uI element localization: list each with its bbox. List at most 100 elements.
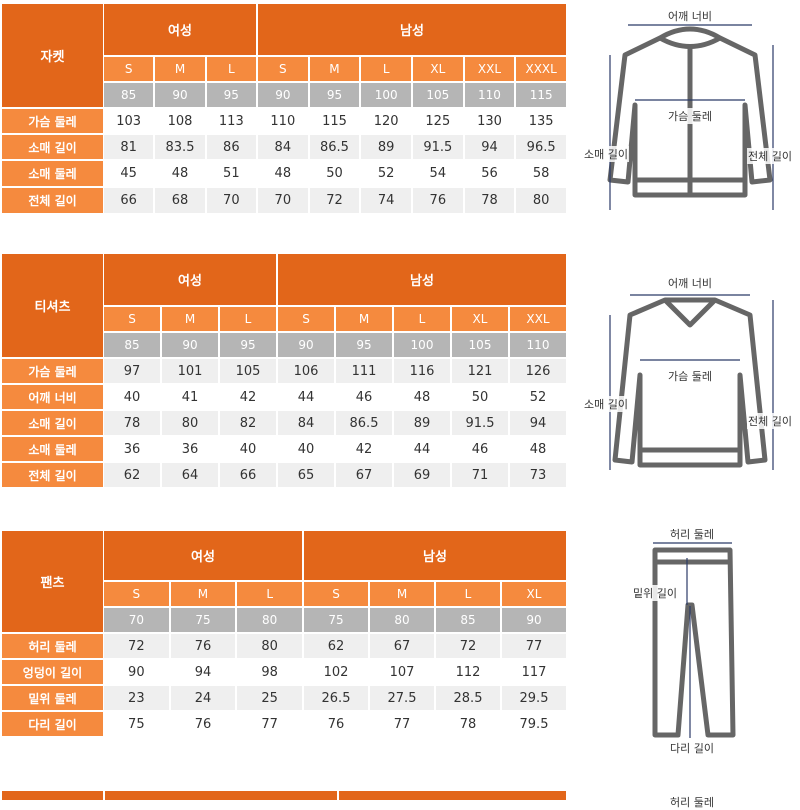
measurement-cell: 117 xyxy=(521,664,547,680)
tshirt-size-table: 티셔츠 여성 남성 S 85 M 90 L 95 S 90 M 95 L 100 XL 105 XXL 110 가슴 … xyxy=(2,254,566,489)
measurement-cell: 82 xyxy=(220,411,276,435)
size-number: 95 xyxy=(309,83,360,107)
measurement-cell: 89 xyxy=(394,411,450,435)
measurement-cell: 29.5 xyxy=(502,686,566,710)
measurement-cell: 68 xyxy=(155,188,205,213)
measurement-cell: 91.5 xyxy=(452,411,508,435)
measurement-cell: 89 xyxy=(361,135,411,159)
jacket-size-table: 자켓 여성 남성 S 85 M 90 L 95 S 90 M 95 L 100 XL 105 XXL 110 XXXL… xyxy=(2,4,566,215)
size-number: 75 xyxy=(170,608,236,632)
measurement-cell: 73 xyxy=(510,463,566,487)
size-number: 75 xyxy=(304,608,368,632)
measurement-cell: 108 xyxy=(167,113,193,129)
next-diagram-partial-label: 허리 둘레 xyxy=(669,794,715,810)
measurement-cell: 46 xyxy=(355,389,373,405)
jacket-shoulder-label: 어깨 너비 xyxy=(667,8,713,24)
group-header-men: 남성 xyxy=(278,254,566,305)
measurement-cell: 105 xyxy=(220,359,276,383)
jacket-diagram: 어깨 너비 가슴 둘레 소매 길이 전체 길이 xyxy=(580,0,800,220)
measurement-cell: 72 xyxy=(309,188,360,213)
measurement-cell: 115 xyxy=(322,113,347,129)
measurement-cell: 78 xyxy=(459,716,477,732)
measurement-cell: 107 xyxy=(389,664,415,680)
measurement-cell: 110 xyxy=(270,113,296,129)
row-label: 소매 길이 xyxy=(2,411,103,435)
measurement-cell: 40 xyxy=(297,441,315,457)
row-label: 가슴 둘레 xyxy=(2,359,103,383)
measurement-cell: 62 xyxy=(304,634,368,658)
measurement-cell: 121 xyxy=(452,359,508,383)
row-label: 전체 길이 xyxy=(2,463,103,487)
measurement-cell: 69 xyxy=(394,463,450,487)
measurement-cell: 71 xyxy=(452,463,508,487)
measurement-cell: 86.5 xyxy=(336,411,392,435)
measurement-cell: 70 xyxy=(206,188,256,213)
size-label: M xyxy=(370,582,434,606)
measurement-cell: 50 xyxy=(471,389,489,405)
group-header-men: 남성 xyxy=(304,531,566,580)
measurement-cell: 40 xyxy=(239,441,257,457)
pants-illustration xyxy=(652,542,736,738)
measurement-cell: 90 xyxy=(128,664,145,680)
row-label: 엉덩이 길이 xyxy=(2,660,103,684)
group-header-women: 여성 xyxy=(104,4,256,55)
size-number: 100 xyxy=(394,333,450,357)
measurement-cell: 80 xyxy=(516,188,566,213)
measurement-cell: 80 xyxy=(162,411,218,435)
measurement-cell: 125 xyxy=(425,113,451,129)
table-title: 자켓 xyxy=(2,4,103,107)
measurement-cell: 27.5 xyxy=(370,686,434,710)
measurement-cell: 113 xyxy=(218,113,244,129)
size-label: L xyxy=(361,57,411,81)
measurement-cell: 64 xyxy=(162,463,218,487)
measurement-cell: 58 xyxy=(532,166,550,181)
measurement-cell: 52 xyxy=(377,166,395,181)
measurement-cell: 94 xyxy=(194,664,212,680)
size-number: 90 xyxy=(162,333,218,357)
table-title: 티셔츠 xyxy=(2,254,103,357)
row-label: 어깨 너비 xyxy=(2,385,103,409)
jacket-chest-label: 가슴 둘레 xyxy=(667,108,713,124)
measurement-cell: 97 xyxy=(104,359,160,383)
size-label: M xyxy=(309,57,360,81)
size-label: L xyxy=(220,307,276,331)
size-label: M xyxy=(336,307,392,331)
group-header-women: 여성 xyxy=(104,531,302,580)
tshirt-length-label: 전체 길이 xyxy=(747,413,793,429)
row-label: 소매 둘레 xyxy=(2,161,103,186)
size-number: 105 xyxy=(452,333,508,357)
measurement-cell: 116 xyxy=(394,359,450,383)
measurement-cell: 26.5 xyxy=(304,686,368,710)
measurement-cell: 135 xyxy=(528,113,554,129)
size-label: L xyxy=(436,582,500,606)
jacket-length-label: 전체 길이 xyxy=(747,148,793,164)
measurement-cell: 84 xyxy=(278,411,334,435)
measurement-cell: 76 xyxy=(327,716,345,732)
measurement-cell: 94 xyxy=(510,411,566,435)
measurement-cell: 106 xyxy=(278,359,334,383)
measurement-cell: 77 xyxy=(393,716,411,732)
measurement-cell: 101 xyxy=(162,359,218,383)
measurement-cell: 76 xyxy=(194,716,212,732)
size-number: 115 xyxy=(516,83,566,107)
measurement-cell: 111 xyxy=(336,359,392,383)
size-number: 95 xyxy=(336,333,392,357)
measurement-cell: 72 xyxy=(104,634,169,658)
size-number: 110 xyxy=(510,333,566,357)
size-number: 85 xyxy=(436,608,500,632)
measurement-cell: 25 xyxy=(237,686,302,710)
measurement-cell: 67 xyxy=(370,634,434,658)
measurement-cell: 62 xyxy=(104,463,160,487)
size-label: XXL xyxy=(510,307,566,331)
measurement-cell: 50 xyxy=(326,166,343,181)
size-label: XXL xyxy=(464,57,515,81)
pants-rise-label: 밑위 길이 xyxy=(632,585,678,601)
measurement-cell: 81 xyxy=(104,135,154,159)
measurement-cell: 103 xyxy=(116,113,142,129)
tshirt-shoulder-label: 어깨 너비 xyxy=(667,275,713,291)
size-label: XL xyxy=(413,57,463,81)
measurement-cell: 96.5 xyxy=(516,135,566,159)
tshirt-diagram: 어깨 너비 가슴 둘레 소매 길이 전체 길이 xyxy=(580,265,800,485)
row-label: 허리 둘레 xyxy=(2,634,103,658)
tshirt-chest-label: 가슴 둘레 xyxy=(667,368,713,384)
